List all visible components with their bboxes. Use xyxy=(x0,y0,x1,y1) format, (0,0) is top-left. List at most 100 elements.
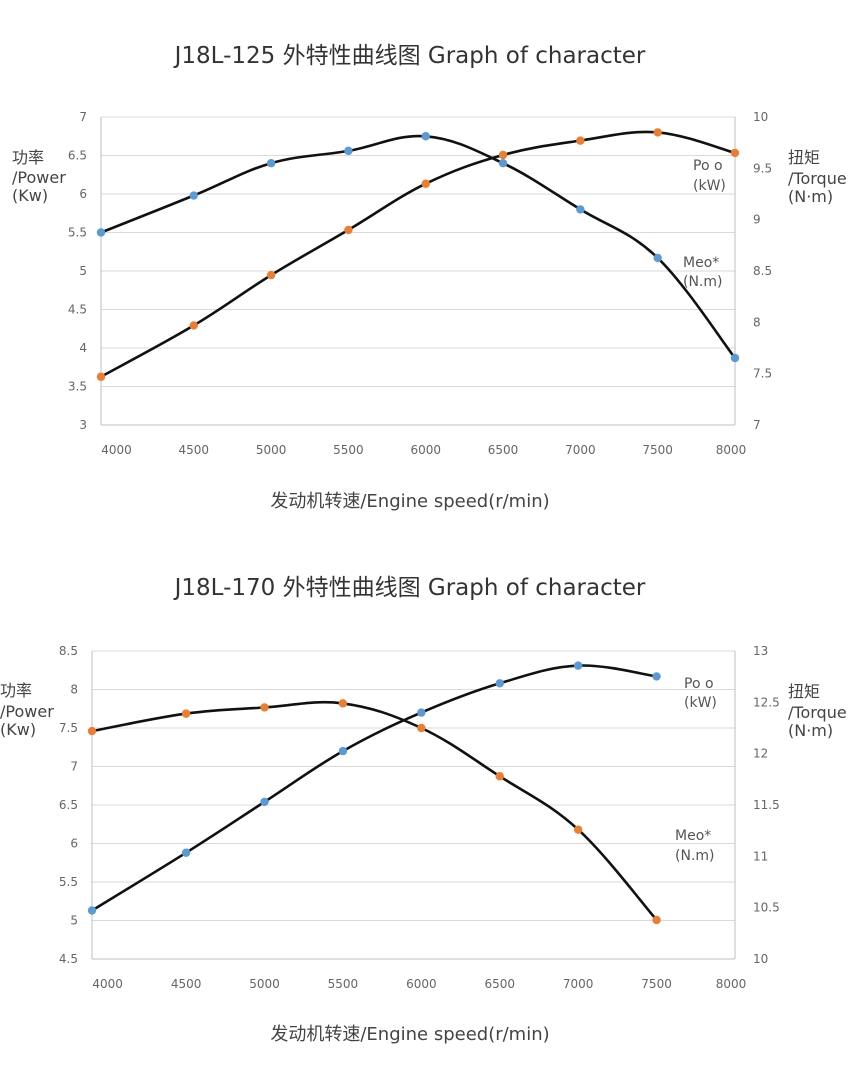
legend-label: (kW) xyxy=(684,695,717,711)
data-point-power xyxy=(260,797,269,807)
x-axis-title: 发动机转速/Engine speed(r/min) xyxy=(270,491,549,512)
y-right-tick-label: 10 xyxy=(753,110,768,124)
data-point-torque xyxy=(417,723,426,733)
legend-label: (N.m) xyxy=(675,848,714,864)
data-point-torque xyxy=(573,825,583,834)
chart-title: J18L-125 外特性曲线图 Graph of character xyxy=(173,43,646,69)
y-left-tick-label: 5 xyxy=(79,264,87,278)
y-left-tick-label: 6 xyxy=(70,837,78,851)
y-left-tick-label: 3.5 xyxy=(68,380,87,394)
data-point-torque xyxy=(344,225,353,235)
x-tick-label: 5500 xyxy=(333,443,364,457)
y-left-tick-label: 5.5 xyxy=(59,875,78,889)
y-left-tick-label: 4 xyxy=(79,341,87,355)
data-point-torque xyxy=(653,128,662,137)
x-tick-label: 5000 xyxy=(249,977,280,991)
y-right-axis-label: 扭矩 xyxy=(788,148,820,167)
x-axis-title: 发动机转速/Engine speed(r/min) xyxy=(270,1024,549,1045)
x-tick-label: 6000 xyxy=(406,977,437,991)
y-left-axis-label: /Power xyxy=(0,702,54,721)
data-point-power xyxy=(421,132,430,141)
y-left-axis-label: (Kw) xyxy=(0,720,36,739)
y-right-tick-label: 9 xyxy=(753,213,761,227)
y-right-tick-label: 10.5 xyxy=(753,901,780,915)
y-right-axis-label: /Torque xyxy=(788,703,847,722)
y-left-tick-label: 6.5 xyxy=(59,798,78,812)
data-point-torque xyxy=(576,136,585,145)
legend-label: Meo* xyxy=(683,255,719,271)
y-right-tick-label: 11.5 xyxy=(753,798,780,812)
x-tick-label: 6500 xyxy=(488,443,519,457)
data-point-power xyxy=(338,746,348,756)
data-point-torque xyxy=(96,372,106,381)
y-right-tick-label: 9.5 xyxy=(753,161,772,175)
x-tick-label: 8000 xyxy=(716,977,747,991)
y-left-tick-label: 6 xyxy=(79,187,87,201)
y-right-axis-label: 扭矩 xyxy=(788,682,820,701)
x-tick-label: 5000 xyxy=(256,443,287,457)
x-tick-label: 7500 xyxy=(642,443,673,457)
data-point-torque xyxy=(730,148,740,158)
chart-1: J18L-125 外特性曲线图 Graph of character 3 3.5 4 4… xyxy=(12,43,847,512)
y-right-axis-label: (N·m) xyxy=(788,187,833,206)
y-right-axis-label: /Torque xyxy=(788,169,847,188)
data-point-torque xyxy=(338,699,348,708)
data-point-torque xyxy=(181,709,191,718)
data-point-power xyxy=(87,906,97,915)
x-tick-label: 6500 xyxy=(484,977,515,991)
y-left-tick-label: 7 xyxy=(79,110,87,124)
x-tick-label: 6000 xyxy=(410,443,441,457)
y-right-tick-label: 7 xyxy=(753,418,761,432)
y-left-axis-label: 功率 xyxy=(0,681,32,700)
y-left-tick-label: 5.5 xyxy=(68,226,87,240)
y-left-tick-label: 8 xyxy=(70,683,78,697)
data-point-power xyxy=(653,253,662,263)
x-tick-label: 5500 xyxy=(328,977,359,991)
chart-title: J18L-170 外特性曲线图 Graph of character xyxy=(173,575,646,601)
y-right-tick-label: 11 xyxy=(753,849,768,863)
x-tick-label: 4500 xyxy=(171,977,202,991)
data-point-torque xyxy=(266,270,276,280)
chart-2: J18L-170 外特性曲线图 Graph of character 4.5 5 5.… xyxy=(0,575,847,1045)
x-tick-label: 7000 xyxy=(563,977,594,991)
legend-label: Po o xyxy=(684,676,714,692)
data-point-torque xyxy=(87,726,97,736)
x-tick-label: 4000 xyxy=(101,443,132,457)
data-point-power xyxy=(96,228,106,237)
y-right-tick-label: 8 xyxy=(753,315,761,329)
x-tick-label: 4500 xyxy=(179,443,210,457)
y-left-tick-label: 3 xyxy=(79,418,87,432)
data-point-power xyxy=(576,205,585,214)
data-point-power xyxy=(417,708,426,717)
data-point-power xyxy=(189,191,198,200)
y-left-tick-label: 6.5 xyxy=(68,149,87,163)
y-right-tick-label: 13 xyxy=(753,644,768,658)
data-point-torque xyxy=(260,703,269,712)
x-tick-label: 8000 xyxy=(716,443,747,457)
y-right-tick-label: 12.5 xyxy=(753,695,780,709)
x-tick-label: 7500 xyxy=(641,977,672,991)
y-right-tick-label: 10 xyxy=(753,952,768,966)
data-point-torque xyxy=(421,179,430,188)
data-point-torque xyxy=(495,772,504,781)
y-left-axis-label: (Kw) xyxy=(12,186,48,205)
data-point-power xyxy=(344,146,353,156)
series-line-torque xyxy=(99,130,737,378)
y-left-tick-label: 8.5 xyxy=(59,644,78,658)
data-point-power xyxy=(573,661,583,670)
legend-label: Po o xyxy=(693,158,723,174)
data-point-torque xyxy=(498,150,508,160)
y-right-tick-label: 8.5 xyxy=(753,264,772,278)
y-left-axis-label: /Power xyxy=(12,168,66,187)
legend-label: Meo* xyxy=(675,828,711,844)
y-left-tick-label: 7 xyxy=(70,760,78,774)
x-tick-label: 7000 xyxy=(565,443,596,457)
y-right-axis-label: (N·m) xyxy=(788,721,833,740)
y-left-tick-label: 5 xyxy=(70,914,78,928)
data-point-power xyxy=(730,353,740,363)
y-right-tick-label: 7.5 xyxy=(753,367,772,381)
x-tick-label: 4000 xyxy=(92,977,123,991)
y-left-tick-label: 4.5 xyxy=(68,303,87,317)
data-point-power xyxy=(495,679,504,688)
